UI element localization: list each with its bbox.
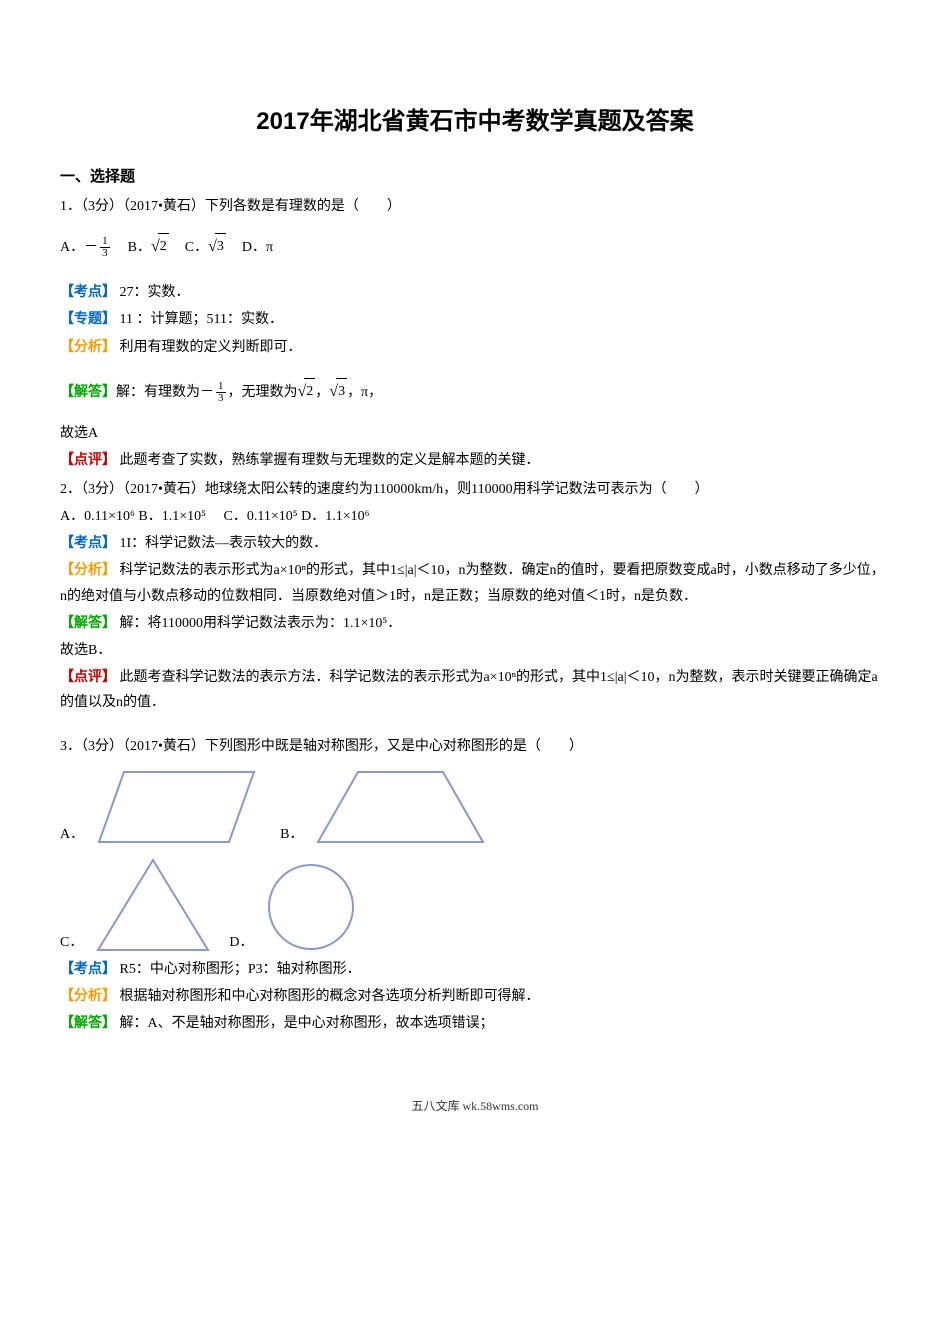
answer-suffix: ，π， <box>347 380 382 405</box>
q2-comment: 【点评】 此题考查科学记数法的表示方法．科学记数法的表示形式为a×10ⁿ的形式，… <box>60 665 890 715</box>
q3-shapes-row2: C． D． <box>60 855 890 955</box>
question-1: 1．（3分）（2017•黄石）下列各数是有理数的是（ ） A．－ 1 3 B． … <box>60 194 890 473</box>
q3-analysis: 【分析】 根据轴对称图形和中心对称图形的概念对各选项分析判断即可得解． <box>60 984 890 1009</box>
answer-text: 解：A、不是轴对称图形，是中心对称图形，故本选项错误； <box>120 1016 494 1031</box>
answer-tag: 【解答】 <box>60 616 116 631</box>
q1-option-d: D．π <box>242 235 273 260</box>
analysis-tag: 【分析】 <box>60 563 116 578</box>
q2-options: A．0.11×10⁶ B．1.1×10⁵ C．0.11×10⁵ D．1.1×10… <box>60 504 890 529</box>
q2-stem: 2．（3分）（2017•黄石）地球绕太阳公转的速度约为110000km/h，则1… <box>60 477 890 502</box>
answer-fraction: 1 3 <box>216 381 226 404</box>
sqrt-value: 3 <box>215 233 226 259</box>
question-2: 2．（3分）（2017•黄石）地球绕太阳公转的速度约为110000km/h，则1… <box>60 477 890 716</box>
section-heading: 一、选择题 <box>60 163 890 190</box>
sqrt-icon: √ 2 <box>298 378 316 407</box>
question-3: 3．（3分）（2017•黄石）下列图形中既是轴对称图形，又是中心对称图形的是（ … <box>60 734 890 1037</box>
exam-tag: 【考点】 <box>60 285 116 300</box>
q3-answer: 【解答】 解：A、不是轴对称图形，是中心对称图形，故本选项错误； <box>60 1011 890 1036</box>
analysis-text: 利用有理数的定义判断即可． <box>120 340 302 355</box>
exam-text: R5：中心对称图形；P3：轴对称图形． <box>120 962 361 977</box>
q2-answer: 【解答】 解：将110000用科学记数法表示为：1.1×10⁵． <box>60 611 890 636</box>
q1-exam-point: 【考点】 27：实数． <box>60 280 890 305</box>
comment-tag: 【点评】 <box>60 453 116 468</box>
comment-text: 此题考查科学记数法的表示方法．科学记数法的表示形式为a×10ⁿ的形式，其中1≤|… <box>60 670 878 710</box>
parallelogram-icon <box>94 767 264 847</box>
q1-stem: 1．（3分）（2017•黄石）下列各数是有理数的是（ ） <box>60 194 890 219</box>
q1-optc-label: C． <box>185 235 208 260</box>
q2-option-c: C．0.11×10⁵ <box>224 509 298 524</box>
sqrt-value: 2 <box>158 233 169 259</box>
q1-answer: 【解答】 解：有理数为－ 1 3 ，无理数为 √ 2 ， √ 3 ，π， <box>60 378 890 407</box>
page-footer: 五八文库 wk.58wms.com <box>60 1096 890 1118</box>
q2-exam-point: 【考点】 1I：科学记数法—表示较大的数． <box>60 531 890 556</box>
exam-text: 27：实数． <box>120 285 190 300</box>
exam-text: 1I：科学记数法—表示较大的数． <box>120 536 328 551</box>
page-title: 2017年湖北省黄石市中考数学真题及答案 <box>60 100 890 143</box>
triangle-icon <box>93 855 213 955</box>
q1-comment: 【点评】 此题考查了实数，熟练掌握有理数与无理数的定义是解本题的关键． <box>60 448 890 473</box>
sqrt-icon: √ 3 <box>208 233 226 262</box>
exam-tag: 【考点】 <box>60 536 116 551</box>
q3-exam-point: 【考点】 R5：中心对称图形；P3：轴对称图形． <box>60 957 890 982</box>
comment-text: 此题考查了实数，熟练掌握有理数与无理数的定义是解本题的关键． <box>120 453 540 468</box>
comment-tag: 【点评】 <box>60 670 116 685</box>
answer-tag: 【解答】 <box>60 1016 116 1031</box>
q1-opta-fraction: 1 3 <box>100 236 110 259</box>
q1-analysis: 【分析】 利用有理数的定义判断即可． <box>60 335 890 360</box>
q1-option-c: C． √ 3 <box>185 233 226 262</box>
q3-option-c-label: C． <box>60 930 83 955</box>
q1-options: A．－ 1 3 B． √ 2 C． √ 3 D．π <box>60 233 890 262</box>
q2-answer-line2: 故选B． <box>60 638 890 663</box>
q3-option-d-label: D． <box>229 930 253 955</box>
fraction-num: 1 <box>216 381 226 393</box>
analysis-tag: 【分析】 <box>60 989 116 1004</box>
topic-text: 11 ：计算题；511：实数． <box>120 312 283 327</box>
topic-tag: 【专题】 <box>60 312 116 327</box>
answer-prefix: 解：有理数为－ <box>116 380 214 405</box>
q1-topic: 【专题】 11 ：计算题；511：实数． <box>60 307 890 332</box>
trapezoid-icon <box>313 767 488 847</box>
q2-option-a: A．0.11×10⁶ <box>60 509 135 524</box>
circle-icon <box>263 859 359 955</box>
q2-analysis: 【分析】 科学记数法的表示形式为a×10ⁿ的形式，其中1≤|a|＜10，n为整数… <box>60 558 890 608</box>
sqrt-value: 2 <box>304 378 315 404</box>
q2-option-d: D．1.1×10⁶ <box>301 509 369 524</box>
q1-option-b: B． √ 2 <box>128 233 169 262</box>
q1-opta-label: A．－ <box>60 235 98 260</box>
q3-option-b-label: B． <box>280 822 303 847</box>
q1-answer-conclusion: 故选A <box>60 421 890 446</box>
analysis-text: 科学记数法的表示形式为a×10ⁿ的形式，其中1≤|a|＜10，n为整数．确定n的… <box>60 563 885 603</box>
exam-tag: 【考点】 <box>60 962 116 977</box>
answer-text1: 解：将110000用科学记数法表示为：1.1×10⁵． <box>120 616 402 631</box>
sqrt-value: 3 <box>336 378 347 404</box>
q3-stem: 3．（3分）（2017•黄石）下列图形中既是轴对称图形，又是中心对称图形的是（ … <box>60 734 890 759</box>
q3-shapes-row1: A． B． <box>60 767 890 847</box>
answer-mid: ，无理数为 <box>228 380 298 405</box>
answer-comma: ， <box>315 380 329 405</box>
fraction-den: 3 <box>100 248 110 259</box>
fraction-den: 3 <box>216 393 226 404</box>
q2-option-b: B．1.1×10⁵ <box>138 509 206 524</box>
sqrt-icon: √ 2 <box>151 233 169 262</box>
analysis-text: 根据轴对称图形和中心对称图形的概念对各选项分析判断即可得解． <box>120 989 540 1004</box>
analysis-tag: 【分析】 <box>60 340 116 355</box>
q1-option-a: A．－ 1 3 <box>60 235 112 260</box>
q3-option-a-label: A． <box>60 822 84 847</box>
q1-optb-label: B． <box>128 235 151 260</box>
answer-tag: 【解答】 <box>60 380 116 405</box>
sqrt-icon: √ 3 <box>329 378 347 407</box>
